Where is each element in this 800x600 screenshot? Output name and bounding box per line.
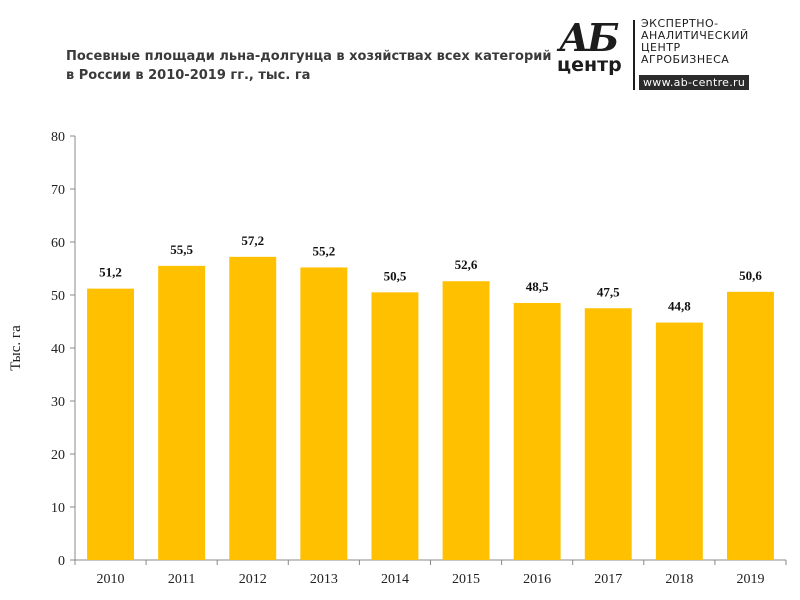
logo-ab-text: АБ <box>559 15 619 60</box>
logo-mark: АБ центр <box>555 18 633 78</box>
chart-title-line-1: Посевные площади льна-долгунца в хозяйст… <box>66 49 552 64</box>
logo-divider <box>633 20 635 90</box>
bars <box>87 256 774 560</box>
y-tick-label: 30 <box>51 395 65 410</box>
data-label-2016: 48,5 <box>526 279 549 294</box>
bar-2015 <box>442 281 490 560</box>
data-label-2018: 44,8 <box>668 299 691 314</box>
y-tick-label: 80 <box>51 130 65 145</box>
data-label-2010: 51,2 <box>99 265 122 280</box>
x-tick-label: 2015 <box>452 572 480 587</box>
logo-centr-text: центр <box>557 54 622 76</box>
bar-2018 <box>655 322 703 560</box>
x-tick-label: 2016 <box>523 572 551 587</box>
logo-line: ЭКСПЕРТНО- <box>641 17 719 30</box>
bar-2010 <box>87 288 135 560</box>
bar-2014 <box>371 292 419 560</box>
y-axis: 0 10 20 30 40 50 60 70 80 <box>51 130 76 569</box>
bar-2016 <box>513 302 561 560</box>
x-tick-label: 2017 <box>594 572 622 587</box>
x-axis: 2010 2011 2012 2013 2014 2015 2016 2017 2018 2019 <box>74 559 787 587</box>
logo-line: АНАЛИТИЧЕСКИЙ <box>641 29 749 42</box>
x-tick-label: 2011 <box>168 572 195 587</box>
bar-2011 <box>158 265 206 560</box>
y-tick-label: 50 <box>51 289 65 304</box>
data-label-2011: 55,5 <box>170 242 193 257</box>
x-tick-label: 2012 <box>239 572 267 587</box>
y-tick-label: 40 <box>51 342 65 357</box>
x-tick-label: 2013 <box>310 572 338 587</box>
y-axis-label: Тыс. га <box>8 325 24 371</box>
chart-title-line-2: в России в 2010-2019 гг., тыс. га <box>66 68 311 83</box>
y-tick-label: 0 <box>58 554 65 569</box>
bar-2012 <box>229 256 277 560</box>
ab-centre-logo: АБ центр ЭКСПЕРТНО- АНАЛИТИЧЕСКИЙ ЦЕНТР … <box>555 18 785 92</box>
logo-description: ЭКСПЕРТНО- АНАЛИТИЧЕСКИЙ ЦЕНТР АГРОБИЗНЕ… <box>641 18 749 66</box>
x-tick-label: 2014 <box>381 572 409 587</box>
logo-url: www.ab-centre.ru <box>639 75 750 90</box>
logo-line: АГРОБИЗНЕСА <box>641 53 730 66</box>
logo-line: ЦЕНТР <box>641 41 681 54</box>
data-label-2012: 57,2 <box>241 233 264 248</box>
y-tick-label: 60 <box>51 236 65 251</box>
chart-title: Посевные площади льна-долгунца в хозяйст… <box>66 47 552 85</box>
data-label-2015: 52,6 <box>455 257 478 272</box>
x-tick-label: 2018 <box>665 572 693 587</box>
x-tick-label: 2010 <box>97 572 125 587</box>
data-label-2017: 47,5 <box>597 284 620 299</box>
data-label-2019: 50,6 <box>739 268 762 283</box>
bar-2019 <box>726 291 774 560</box>
y-tick-label: 20 <box>51 448 65 463</box>
x-tick-label: 2019 <box>736 572 764 587</box>
data-labels: 51,2 55,5 57,2 55,2 50,5 52,6 48,5 47,5 44,8 50,6 <box>99 233 762 314</box>
y-tick-label: 10 <box>51 501 65 516</box>
bar-2017 <box>584 308 632 560</box>
y-tick-label: 70 <box>51 183 65 198</box>
y-axis-title: Тыс. га <box>8 325 24 371</box>
data-label-2013: 55,2 <box>312 243 335 258</box>
bar-2013 <box>300 267 348 560</box>
data-label-2014: 50,5 <box>384 268 407 283</box>
